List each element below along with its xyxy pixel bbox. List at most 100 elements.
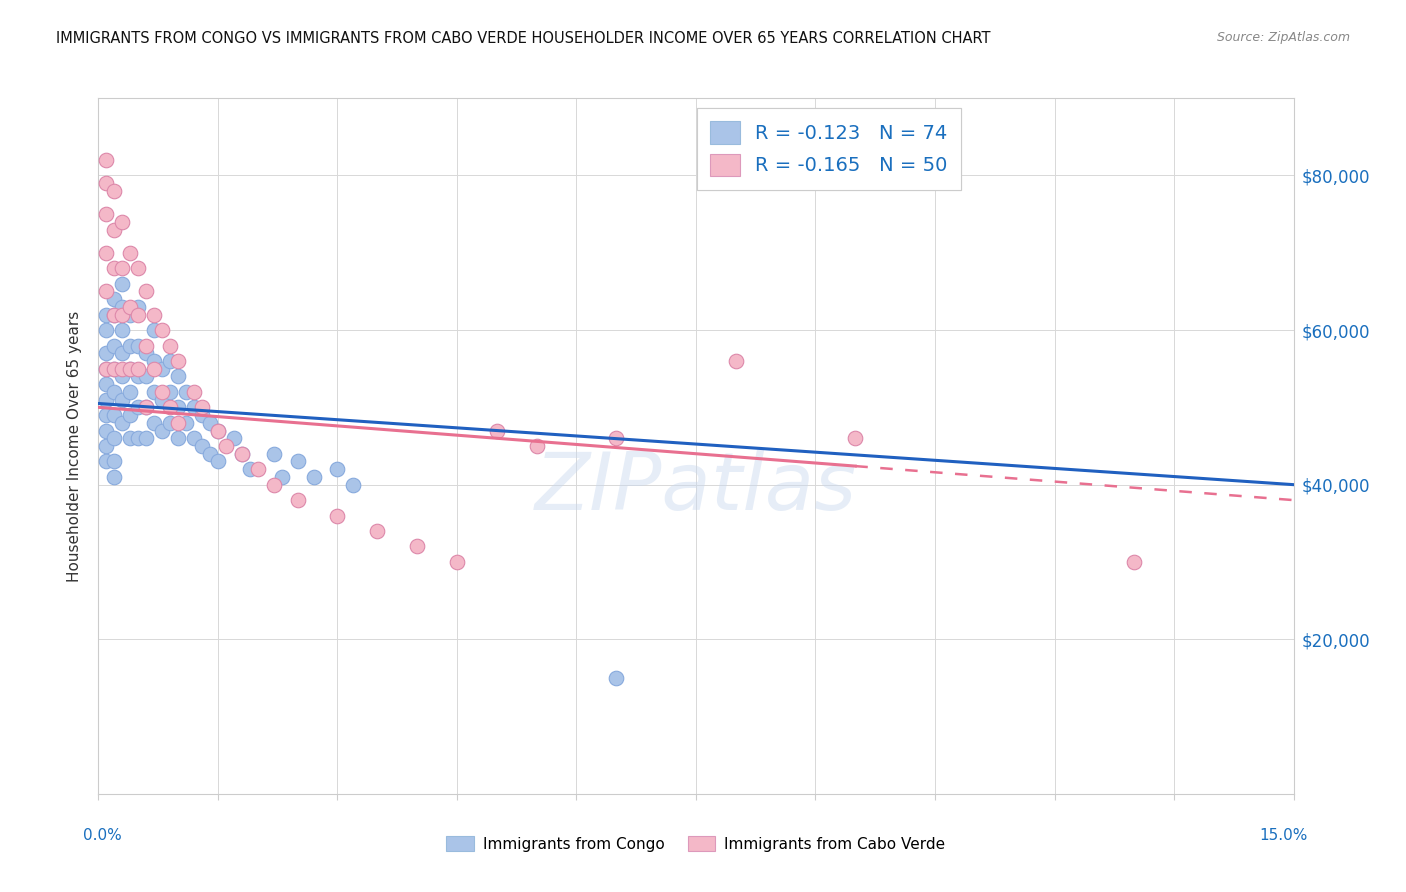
Point	[159, 338, 181, 352]
Point	[183, 431, 205, 445]
Point	[103, 292, 125, 306]
Point	[174, 384, 197, 399]
Point	[127, 308, 149, 322]
Point	[96, 454, 118, 468]
Point	[120, 338, 142, 352]
Point	[127, 261, 149, 276]
Point	[167, 401, 190, 415]
Point	[207, 454, 229, 468]
Point	[103, 384, 125, 399]
Point	[183, 401, 205, 415]
Point	[96, 361, 118, 376]
Point	[96, 377, 118, 392]
Y-axis label: Householder Income Over 65 years: Householder Income Over 65 years	[67, 310, 83, 582]
Point	[150, 424, 173, 438]
Point	[111, 346, 134, 360]
Point	[96, 424, 118, 438]
Point	[120, 384, 142, 399]
Text: 15.0%: 15.0%	[1260, 828, 1308, 843]
Point	[135, 346, 157, 360]
Point	[167, 369, 190, 384]
Point	[159, 401, 181, 415]
Point	[191, 401, 214, 415]
Point	[111, 361, 134, 376]
Point	[143, 323, 166, 337]
Point	[111, 261, 134, 276]
Point	[120, 408, 142, 422]
Point	[96, 408, 118, 422]
Point	[231, 447, 253, 461]
Point	[103, 408, 125, 422]
Point	[111, 215, 134, 229]
Point	[111, 308, 134, 322]
Point	[143, 308, 166, 322]
Point	[159, 416, 181, 430]
Point	[183, 384, 205, 399]
Point	[215, 439, 238, 453]
Point	[150, 323, 173, 337]
Point	[159, 384, 181, 399]
Point	[96, 346, 118, 360]
Point	[120, 361, 142, 376]
Point	[135, 285, 157, 299]
Point	[96, 285, 118, 299]
Point	[111, 369, 134, 384]
Point	[150, 384, 173, 399]
Point	[270, 470, 292, 484]
Point	[96, 439, 118, 453]
Point	[103, 222, 125, 236]
Point	[103, 261, 125, 276]
Point	[135, 401, 157, 415]
Point	[287, 493, 309, 508]
Point	[127, 369, 149, 384]
Point	[111, 416, 134, 430]
Point	[135, 369, 157, 384]
Text: 0.0%: 0.0%	[83, 828, 122, 843]
Point	[231, 447, 253, 461]
Point	[143, 416, 166, 430]
Point	[96, 361, 118, 376]
Point	[446, 555, 468, 569]
Point	[120, 361, 142, 376]
Point	[326, 462, 349, 476]
Point	[191, 408, 214, 422]
Text: ZIPatlas: ZIPatlas	[534, 449, 858, 527]
Point	[167, 416, 190, 430]
Point	[127, 361, 149, 376]
Point	[111, 300, 134, 314]
Point	[605, 431, 627, 445]
Point	[135, 338, 157, 352]
Point	[198, 447, 221, 461]
Point	[167, 431, 190, 445]
Point	[127, 431, 149, 445]
Point	[127, 300, 149, 314]
Point	[111, 277, 134, 291]
Point	[96, 323, 118, 337]
Point	[605, 671, 627, 685]
Point	[96, 176, 118, 190]
Point	[103, 308, 125, 322]
Point	[198, 416, 221, 430]
Point	[485, 424, 508, 438]
Point	[120, 308, 142, 322]
Point	[159, 354, 181, 368]
Point	[143, 361, 166, 376]
Point	[103, 470, 125, 484]
Point	[96, 207, 118, 221]
Point	[406, 540, 429, 554]
Point	[207, 424, 229, 438]
Point	[135, 431, 157, 445]
Point	[103, 431, 125, 445]
Point	[103, 338, 125, 352]
Point	[263, 447, 285, 461]
Point	[263, 477, 285, 491]
Point	[526, 439, 548, 453]
Point	[143, 354, 166, 368]
Point	[342, 477, 364, 491]
Point	[1123, 555, 1146, 569]
Point	[103, 361, 125, 376]
Point	[302, 470, 325, 484]
Point	[287, 454, 309, 468]
Point	[150, 392, 173, 407]
Point	[326, 508, 349, 523]
